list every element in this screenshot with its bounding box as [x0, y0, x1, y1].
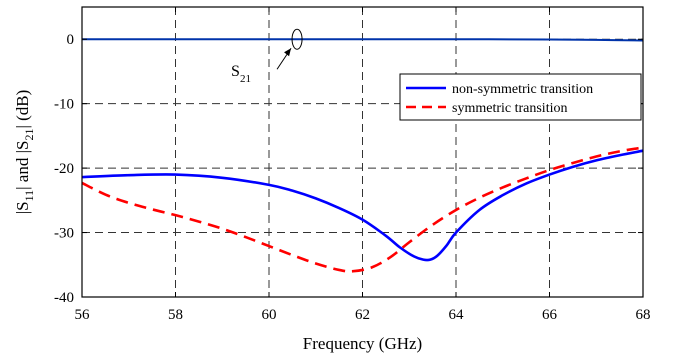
x-tick-label: 62	[355, 307, 370, 323]
series-line-1	[81, 146, 644, 273]
s21-annotation: S21	[231, 28, 303, 85]
x-tick-label: 60	[262, 307, 277, 323]
y-tick-label: -40	[54, 290, 74, 306]
legend-label: non-symmetric transition	[452, 82, 593, 97]
x-tick-label: 68	[636, 307, 651, 323]
s21-arrowhead	[284, 48, 292, 57]
x-tick-label: 56	[75, 307, 91, 323]
s21-label: S21	[231, 63, 251, 85]
x-tick-label: 58	[168, 307, 183, 323]
x-axis-label: Frequency (GHz)	[303, 334, 422, 353]
legend-box	[399, 73, 642, 121]
y-tick-label: -30	[54, 226, 74, 242]
x-tick-label: 64	[449, 307, 465, 323]
grid	[82, 7, 643, 297]
y-tick-label: -20	[54, 161, 74, 177]
y-tick-label: -10	[54, 97, 74, 113]
y-tick-label: 0	[67, 32, 75, 48]
series-line-2	[82, 38, 644, 42]
axis-ticks: 56 58 60 62 64 66 68 0 -10 -20 -30 -40	[54, 7, 651, 323]
legend: non-symmetric transition symmetric transi…	[399, 73, 642, 121]
x-tick-label: 66	[542, 307, 558, 323]
s21-ellipse	[291, 28, 303, 50]
y-axis-label: |S11| and |S21| (dB)	[13, 90, 36, 215]
series-line-0	[81, 149, 644, 262]
legend-label: symmetric transition	[452, 101, 567, 116]
series-lines	[81, 38, 644, 273]
